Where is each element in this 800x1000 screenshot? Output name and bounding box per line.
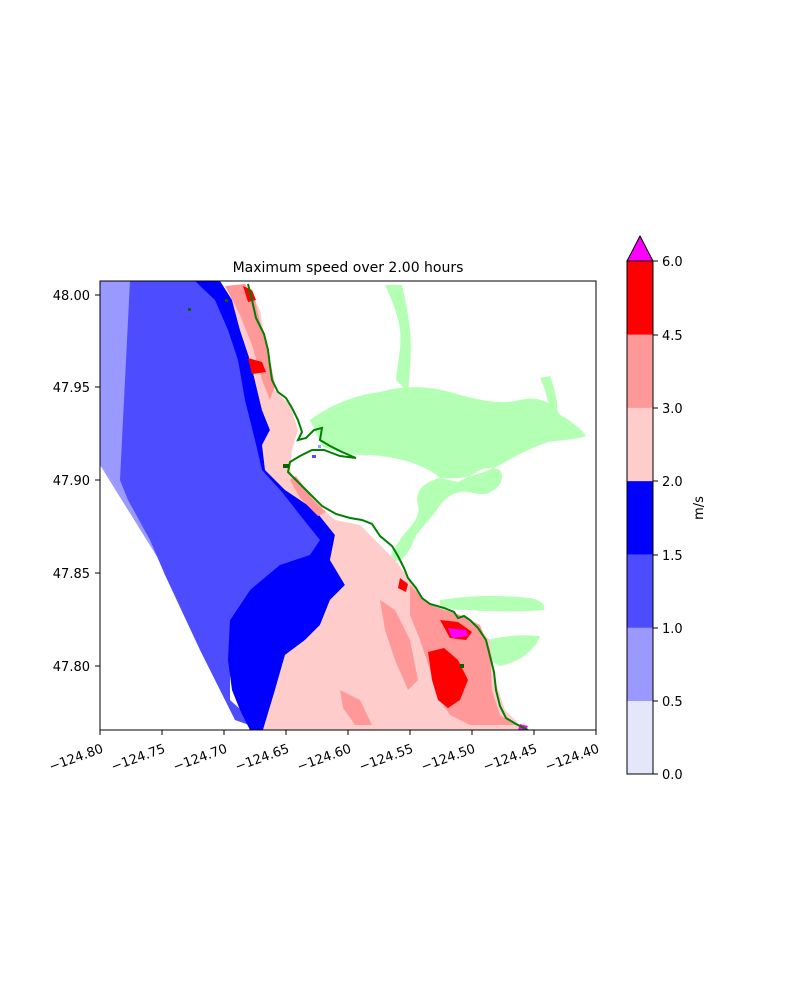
x-tick-label: −124.80	[47, 742, 105, 775]
x-axis: −124.80 −124.75 −124.70 −124.65 −124.60 …	[47, 730, 601, 775]
colorbar-segment	[627, 480, 653, 555]
x-tick-label: −124.55	[357, 742, 415, 775]
x-tick-label: −124.70	[171, 742, 229, 775]
colorbar-tick-label: 1.0	[662, 622, 683, 637]
inland-water	[310, 285, 586, 666]
colorbar-segment	[627, 700, 653, 775]
y-tick-label: 48.00	[53, 289, 90, 304]
x-tick-label: −124.65	[233, 742, 291, 775]
speed-1.0-1.5	[120, 281, 330, 730]
colorbar-ticks: 0.0 0.5 1.0 1.5 2.0 3.0 4.5 6.0	[653, 255, 683, 783]
colorbar-frame	[626, 260, 654, 775]
colorbar-segment	[627, 334, 653, 408]
colorbar-tick-label: 6.0	[662, 255, 683, 270]
colorbar-segment	[627, 261, 653, 335]
colorbar-segment	[627, 407, 653, 482]
colorbar-tick-label: 1.5	[662, 549, 683, 564]
colorbar-segment	[627, 627, 653, 702]
colorbar-segments	[627, 261, 653, 775]
colorbar-tick-label: 4.5	[662, 329, 683, 344]
shoreline	[247, 283, 529, 730]
y-tick-label: 47.95	[53, 381, 90, 396]
colorbar-tick-label: 2.0	[662, 475, 683, 490]
colorbar-segment	[627, 554, 653, 628]
colorbar-tick-label: 0.0	[662, 768, 683, 783]
y-tick-label: 47.80	[53, 660, 90, 675]
y-axis: 47.80 47.85 47.90 47.95 48.00	[53, 289, 100, 675]
colorbar-label: m/s	[692, 496, 707, 520]
x-tick-label: −124.60	[295, 742, 353, 775]
x-tick-label: −124.50	[419, 742, 477, 775]
colorbar-tick-label: 3.0	[662, 402, 683, 417]
colorbar: 0.0 0.5 1.0 1.5 2.0 3.0 4.5 6.0 m/s	[626, 234, 707, 783]
colorbar-extend-triangle	[626, 234, 654, 262]
y-tick-label: 47.85	[53, 567, 90, 582]
y-tick-label: 47.90	[53, 474, 90, 489]
x-tick-label: −124.40	[543, 742, 601, 775]
map-area	[100, 281, 586, 730]
scatter-specks	[188, 299, 464, 668]
x-tick-label: −124.45	[481, 742, 539, 775]
x-tick-label: −124.75	[109, 742, 167, 775]
colorbar-tick-label: 0.5	[662, 695, 683, 710]
plot-title: Maximum speed over 2.00 hours	[233, 260, 464, 276]
